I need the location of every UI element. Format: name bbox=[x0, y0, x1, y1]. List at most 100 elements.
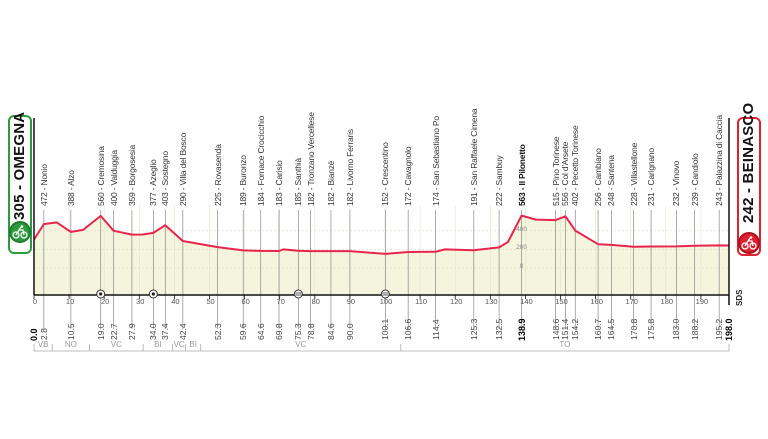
km-mark-label: 183.0 bbox=[671, 318, 682, 340]
x-tick-label: 0 bbox=[32, 297, 38, 306]
x-tick-label: 180 bbox=[660, 297, 674, 306]
y-tick-label: 400 bbox=[516, 225, 527, 233]
km-mark-label: 75.3 bbox=[293, 323, 304, 340]
waypoint-label: 189 - Buronzo bbox=[238, 155, 249, 206]
km-mark-label: 188.2 bbox=[689, 318, 700, 340]
start-cyclist-icon bbox=[9, 221, 31, 243]
km-mark-label: 2.8 bbox=[38, 328, 49, 340]
waypoint-label: 256 - Cambiano bbox=[593, 148, 604, 206]
km-mark-label: 164.5 bbox=[606, 318, 617, 340]
km-mark-label: 154.2 bbox=[570, 318, 581, 340]
waypoint-label: 239 - Candiolo bbox=[689, 153, 700, 207]
waypoint-label: 403 - Sostegno bbox=[160, 151, 171, 206]
x-tick-label: 60 bbox=[241, 297, 250, 306]
x-tick-label: 70 bbox=[276, 297, 285, 306]
km-mark-label: 78.8 bbox=[305, 323, 316, 340]
crossing-icon bbox=[380, 289, 390, 299]
x-tick-label: 110 bbox=[415, 297, 428, 306]
brand-logo: SDS bbox=[735, 289, 744, 306]
waypoint-label: 556 - Col d'Arsete bbox=[560, 141, 571, 206]
x-tick-label: 10 bbox=[65, 297, 75, 306]
x-tick-label: 40 bbox=[171, 297, 180, 306]
waypoint-label: 228 - Villastellone bbox=[628, 142, 639, 206]
waypoint-label: 248 - Santena bbox=[606, 155, 617, 206]
waypoint-label: 191 - San Raffaele Cimena bbox=[468, 108, 479, 206]
km-mark-label: 195.2 bbox=[714, 318, 725, 340]
km-mark-label: 64.6 bbox=[255, 323, 266, 340]
x-tick-label: 170 bbox=[625, 297, 638, 306]
x-tick-label: 100 bbox=[379, 297, 393, 306]
km-mark-label: 69.8 bbox=[274, 323, 284, 340]
km-mark-label: 22.7 bbox=[108, 323, 119, 340]
waypoint-label: 182 - Bianzè bbox=[325, 160, 336, 206]
profile-line bbox=[33, 214, 730, 255]
y-tick-label: 0 bbox=[519, 263, 524, 270]
km-mark-label: 59.6 bbox=[238, 323, 249, 340]
km-mark-label: 19.0 bbox=[95, 323, 106, 340]
x-tick-label: 30 bbox=[136, 297, 145, 306]
km-mark-label: 34.0 bbox=[148, 323, 159, 340]
km-mark-label: 10.5 bbox=[65, 323, 76, 340]
x-tick-label: 150 bbox=[555, 297, 568, 306]
waypoint-label: 231 - Carignano bbox=[646, 148, 657, 206]
x-tick-label: 140 bbox=[520, 297, 533, 306]
waypoint-label: 183 - Carisio bbox=[274, 160, 284, 206]
waypoint-label: 184 - Fornace Crocicchio bbox=[255, 115, 266, 206]
waypoint-label: 400 - Valduggia bbox=[108, 150, 119, 206]
waypoint-label: 182 - Livorno Ferraris bbox=[344, 129, 355, 206]
finish-title: 242 - BEINASCO bbox=[740, 102, 757, 223]
km-mark-label: 52.3 bbox=[212, 323, 223, 340]
waypoint-label: 182 - Tronzano Vercellese bbox=[305, 112, 316, 206]
km-mark-label: 138.9 bbox=[516, 318, 527, 341]
km-mark-label: 175.8 bbox=[646, 318, 657, 340]
profile-area bbox=[34, 215, 729, 295]
waypoint-label: 388 - Alzo bbox=[65, 170, 76, 206]
x-tick-label: 50 bbox=[206, 297, 215, 306]
waypoint-label: 563 - Il Pilonetto bbox=[516, 144, 527, 206]
km-mark-label: 132.5 bbox=[494, 318, 505, 340]
finish-cyclist-icon bbox=[738, 232, 760, 254]
km-mark-label: 151.4 bbox=[560, 318, 571, 340]
x-tick-label: 80 bbox=[311, 297, 320, 306]
km-mark-label: 198.0 bbox=[724, 318, 734, 341]
km-mark-label: 106.6 bbox=[403, 318, 414, 340]
km-mark-label: 84.6 bbox=[325, 323, 336, 340]
km-mark-label: 42.4 bbox=[177, 323, 188, 340]
waypoint-label: 152 - Crescentino bbox=[380, 142, 391, 206]
province-label: BI bbox=[154, 340, 162, 349]
crossing-icon bbox=[293, 289, 303, 299]
km-mark-label: 114.4 bbox=[430, 319, 441, 340]
x-tick-label: 90 bbox=[346, 297, 356, 306]
km-mark-label: 160.7 bbox=[593, 318, 604, 340]
x-tick-label: 20 bbox=[101, 297, 110, 306]
km-mark-label: 125.3 bbox=[468, 318, 479, 340]
province-label: VB bbox=[37, 340, 49, 349]
km-mark-label: 27.9 bbox=[126, 323, 137, 340]
province-label: NO bbox=[64, 340, 77, 349]
waypoint-label: 232 - Vinovo bbox=[671, 160, 682, 206]
km-mark-label: 170.8 bbox=[628, 318, 639, 340]
waypoint-label: 472 - Nonio bbox=[38, 164, 49, 206]
km-mark-label: 90.0 bbox=[344, 323, 355, 340]
province-label: VC bbox=[295, 340, 307, 349]
x-tick-label: 130 bbox=[485, 297, 498, 306]
province-label: BI bbox=[189, 340, 197, 349]
waypoint-label: 377 - Azeglio bbox=[148, 159, 159, 206]
waypoint-label: 222 - Sambuy bbox=[494, 155, 505, 206]
y-tick-label: 200 bbox=[516, 244, 527, 252]
km-mark-label: 37.4 bbox=[160, 323, 171, 340]
km-mark-label: 100.1 bbox=[380, 318, 391, 340]
waypoint-label: 359 - Borgosesia bbox=[126, 144, 137, 206]
province-label: TO bbox=[559, 340, 571, 349]
waypoint-label: 225 - Rovasenda bbox=[212, 144, 223, 206]
waypoint-label: 172 - Cavagnolo bbox=[403, 146, 414, 206]
waypoint-label: 174 - San Sebastiano Po bbox=[430, 116, 441, 206]
waypoint-label: 243 - Palazzina di Caccia bbox=[714, 115, 725, 206]
x-tick-label: 120 bbox=[449, 297, 463, 306]
waypoint-label: 290 - Villa del Bosco bbox=[177, 132, 188, 206]
province-label: VC bbox=[173, 340, 185, 349]
province-label: VC bbox=[110, 340, 122, 349]
start-title: 305 - OMEGNA bbox=[11, 111, 28, 220]
